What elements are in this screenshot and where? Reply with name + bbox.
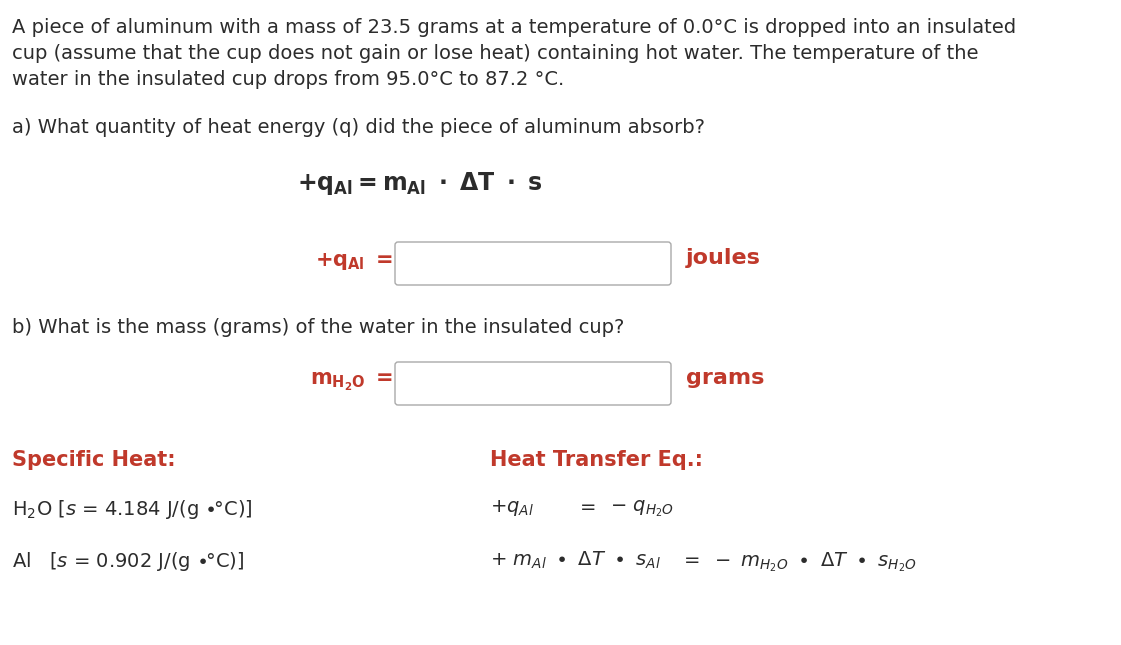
Text: $+q_{Al}$: $+q_{Al}$ [490, 498, 534, 518]
Text: joules: joules [686, 248, 761, 268]
Text: cup (assume that the cup does not gain or lose heat) containing hot water. The t: cup (assume that the cup does not gain o… [12, 44, 979, 63]
Text: $\bf{+q_{Al} = m_{Al}\ \bullet\ \Delta T\ \bullet\ s}$: $\bf{+q_{Al} = m_{Al}\ \bullet\ \Delta T… [297, 170, 543, 197]
FancyBboxPatch shape [395, 362, 671, 405]
Text: grams: grams [686, 368, 765, 388]
Text: ∨: ∨ [652, 255, 664, 270]
Text: a) What quantity of heat energy (q) did the piece of aluminum absorb?: a) What quantity of heat energy (q) did … [12, 118, 705, 137]
Text: =: = [580, 498, 596, 517]
Text: $\bf{+q_{Al}\ =}$: $\bf{+q_{Al}\ =}$ [315, 252, 393, 272]
Text: $\bf{m_{H_2O}\ =}$: $\bf{m_{H_2O}\ =}$ [309, 371, 393, 393]
Text: ∨: ∨ [652, 375, 664, 390]
Text: [ Select ]: [ Select ] [406, 250, 488, 268]
Text: $-\ q_{H_2O}$: $-\ q_{H_2O}$ [610, 498, 674, 519]
FancyBboxPatch shape [395, 242, 671, 285]
Text: A piece of aluminum with a mass of 23.5 grams at a temperature of 0.0°C is dropp: A piece of aluminum with a mass of 23.5 … [12, 18, 1016, 37]
Text: $=\ -\ m_{H_2O}\ \bullet\ \Delta T\ \bullet\ s_{H_2O}$: $=\ -\ m_{H_2O}\ \bullet\ \Delta T\ \bul… [680, 550, 917, 573]
Text: Al   $[s$ = 0.902 J/(g $\bullet\!$°C)]: Al $[s$ = 0.902 J/(g $\bullet\!$°C)] [12, 550, 244, 573]
Text: Specific Heat:: Specific Heat: [12, 450, 176, 470]
Text: $+\ m_{Al}\ \bullet\ \Delta T\ \bullet\ s_{Al}$: $+\ m_{Al}\ \bullet\ \Delta T\ \bullet\ … [490, 550, 660, 571]
Text: water in the insulated cup drops from 95.0°C to 87.2 °C.: water in the insulated cup drops from 95… [12, 70, 564, 89]
Text: H$_2$O $[s$ = 4.184 J/(g $\bullet\!$°C)]: H$_2$O $[s$ = 4.184 J/(g $\bullet\!$°C)] [12, 498, 252, 521]
Text: b) What is the mass (grams) of the water in the insulated cup?: b) What is the mass (grams) of the water… [12, 318, 624, 337]
Text: [ Select ]: [ Select ] [406, 370, 488, 388]
Text: Heat Transfer Eq.:: Heat Transfer Eq.: [490, 450, 703, 470]
